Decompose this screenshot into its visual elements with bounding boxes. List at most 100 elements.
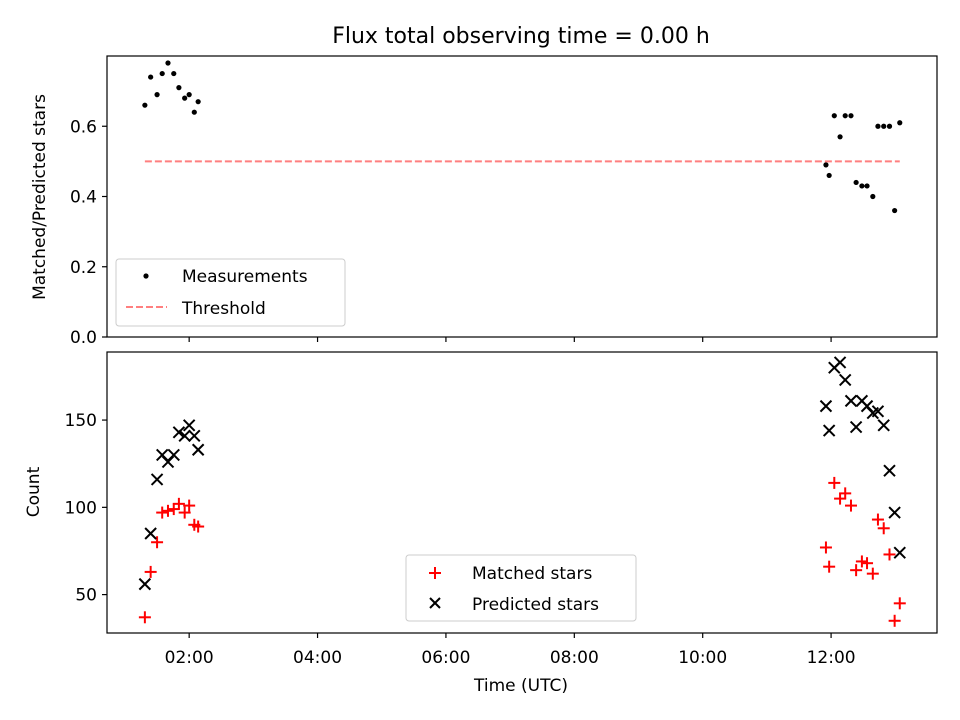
matched-stars-point-8 bbox=[183, 499, 196, 512]
measurements-point-24 bbox=[892, 207, 898, 214]
count-xtick-label-0: 02:00 bbox=[165, 648, 214, 668]
predicted-stars-point-22 bbox=[877, 419, 890, 432]
predicted-stars-point-14 bbox=[833, 356, 847, 369]
measurements-point-25 bbox=[897, 120, 903, 126]
ratio-axes: 0.0 0.2 0.4 0.6 bbox=[70, 55, 938, 348]
measurements-point-6 bbox=[176, 85, 182, 91]
predicted-stars-point-5 bbox=[167, 448, 180, 462]
matched-stars-point-4 bbox=[161, 504, 174, 517]
measurements-point-3 bbox=[159, 70, 165, 77]
figure-title: Flux total observing time = 0.00 h bbox=[332, 24, 710, 49]
matched-stars-point-22 bbox=[877, 522, 890, 535]
measurements-point-7 bbox=[182, 95, 188, 101]
count-axes-frame bbox=[106, 351, 938, 634]
legend-matched-marker bbox=[429, 567, 441, 579]
matched-stars-point-17 bbox=[850, 564, 863, 577]
count-panel: Count Time (UTC) 50 100 150 02:00 04:00 06:00… bbox=[24, 351, 938, 696]
count-ytick-label-2: 150 bbox=[65, 411, 97, 431]
matched-stars-point-19 bbox=[861, 557, 874, 570]
matched-stars-point-15 bbox=[839, 487, 852, 500]
measurements-point-2 bbox=[154, 92, 160, 98]
measurements-point-10 bbox=[195, 99, 201, 105]
predicted-stars-point-7 bbox=[178, 429, 191, 442]
measurements-point-5 bbox=[171, 70, 177, 77]
count-axes: 50 100 150 02:00 04:00 06:00 08:00 10:00 12:00 bbox=[65, 351, 938, 668]
predicted-stars-point-6 bbox=[172, 426, 186, 439]
predicted-stars-point-9 bbox=[188, 429, 201, 442]
count-xtick-label-3: 08:00 bbox=[550, 648, 599, 668]
count-legend: Matched stars Predicted stars bbox=[405, 554, 637, 622]
measurements-point-11 bbox=[823, 162, 829, 168]
predicted-stars-point-15 bbox=[838, 373, 852, 387]
predicted-stars-point-11 bbox=[819, 399, 833, 413]
measurements-point-14 bbox=[837, 134, 843, 140]
measurements-point-1 bbox=[148, 74, 154, 80]
ratio-panel: Matched/Predicted stars 0.0 0.2 0.4 0.6 Mea… bbox=[30, 55, 938, 348]
ratio-legend-box bbox=[115, 258, 346, 327]
count-xtick-label-5: 12:00 bbox=[807, 648, 856, 668]
matched-stars-point-2 bbox=[151, 536, 164, 549]
ratio-marks bbox=[142, 60, 903, 214]
ratio-ytick-label-1: 0.2 bbox=[70, 258, 97, 278]
legend-measurements-label: Measurements bbox=[182, 267, 308, 287]
matched-stars-point-20 bbox=[866, 567, 879, 580]
predicted-stars-point-10 bbox=[191, 443, 205, 456]
predicted-stars-point-0 bbox=[138, 577, 152, 591]
measurements-point-16 bbox=[848, 113, 854, 119]
ratio-ytick-label-2: 0.4 bbox=[70, 188, 97, 208]
measurements-point-13 bbox=[831, 113, 837, 119]
matched-stars-point-14 bbox=[834, 492, 847, 505]
measurements-point-0 bbox=[142, 102, 148, 108]
count-panel-ylabel: Count bbox=[24, 466, 44, 517]
predicted-stars-point-1 bbox=[144, 527, 157, 540]
legend-threshold-label: Threshold bbox=[181, 299, 266, 319]
measurements-point-23 bbox=[886, 123, 893, 129]
matched-stars-point-21 bbox=[871, 513, 884, 526]
matched-stars-point-6 bbox=[172, 497, 185, 510]
count-ytick-label-0: 50 bbox=[75, 586, 97, 606]
matched-stars-point-0 bbox=[138, 611, 151, 624]
predicted-stars-point-12 bbox=[822, 424, 836, 437]
count-panel-xlabel: Time (UTC) bbox=[473, 676, 568, 696]
ratio-panel-ylabel: Matched/Predicted stars bbox=[30, 94, 50, 300]
ratio-legend: Measurements Threshold bbox=[115, 258, 346, 327]
predicted-stars-point-17 bbox=[849, 420, 863, 434]
count-ytick-label-1: 100 bbox=[65, 498, 97, 518]
matched-stars-point-1 bbox=[144, 565, 157, 578]
count-xtick-label-2: 06:00 bbox=[421, 648, 470, 668]
predicted-stars-point-2 bbox=[150, 473, 164, 486]
predicted-stars-point-25 bbox=[893, 546, 906, 559]
matched-stars-point-25 bbox=[893, 597, 906, 610]
predicted-stars-point-16 bbox=[844, 394, 858, 408]
count-marks bbox=[138, 356, 906, 627]
measurements-point-15 bbox=[842, 113, 848, 119]
predicted-stars-point-24 bbox=[888, 506, 901, 519]
matched-stars-point-12 bbox=[823, 560, 836, 573]
measurements-point-22 bbox=[881, 123, 887, 129]
ratio-ytick-label-3: 0.6 bbox=[70, 117, 97, 137]
measurements-point-21 bbox=[875, 123, 881, 129]
legend-measurements-marker bbox=[143, 273, 149, 279]
matched-stars-point-16 bbox=[844, 499, 857, 512]
legend-predicted-marker bbox=[429, 597, 441, 609]
count-legend-box bbox=[405, 554, 637, 622]
matched-stars-point-18 bbox=[855, 555, 868, 568]
matched-stars-point-5 bbox=[167, 503, 180, 516]
count-xtick-label-4: 10:00 bbox=[678, 648, 727, 668]
predicted-stars-point-23 bbox=[883, 464, 896, 477]
matched-stars-point-13 bbox=[828, 476, 841, 489]
measurements-point-19 bbox=[864, 183, 870, 189]
matched-stars-point-23 bbox=[883, 548, 896, 561]
measurements-point-9 bbox=[191, 109, 197, 115]
measurements-point-4 bbox=[165, 60, 171, 66]
matched-stars-point-10 bbox=[192, 520, 205, 533]
measurements-point-17 bbox=[853, 179, 859, 186]
predicted-stars-point-21 bbox=[871, 405, 885, 418]
measurements-point-20 bbox=[870, 193, 876, 200]
count-xtick-label-1: 04:00 bbox=[293, 648, 342, 668]
measurements-point-18 bbox=[859, 183, 865, 189]
legend-predicted-label: Predicted stars bbox=[472, 595, 599, 615]
matched-stars-point-7 bbox=[178, 506, 191, 519]
legend-matched-label: Matched stars bbox=[472, 564, 592, 584]
